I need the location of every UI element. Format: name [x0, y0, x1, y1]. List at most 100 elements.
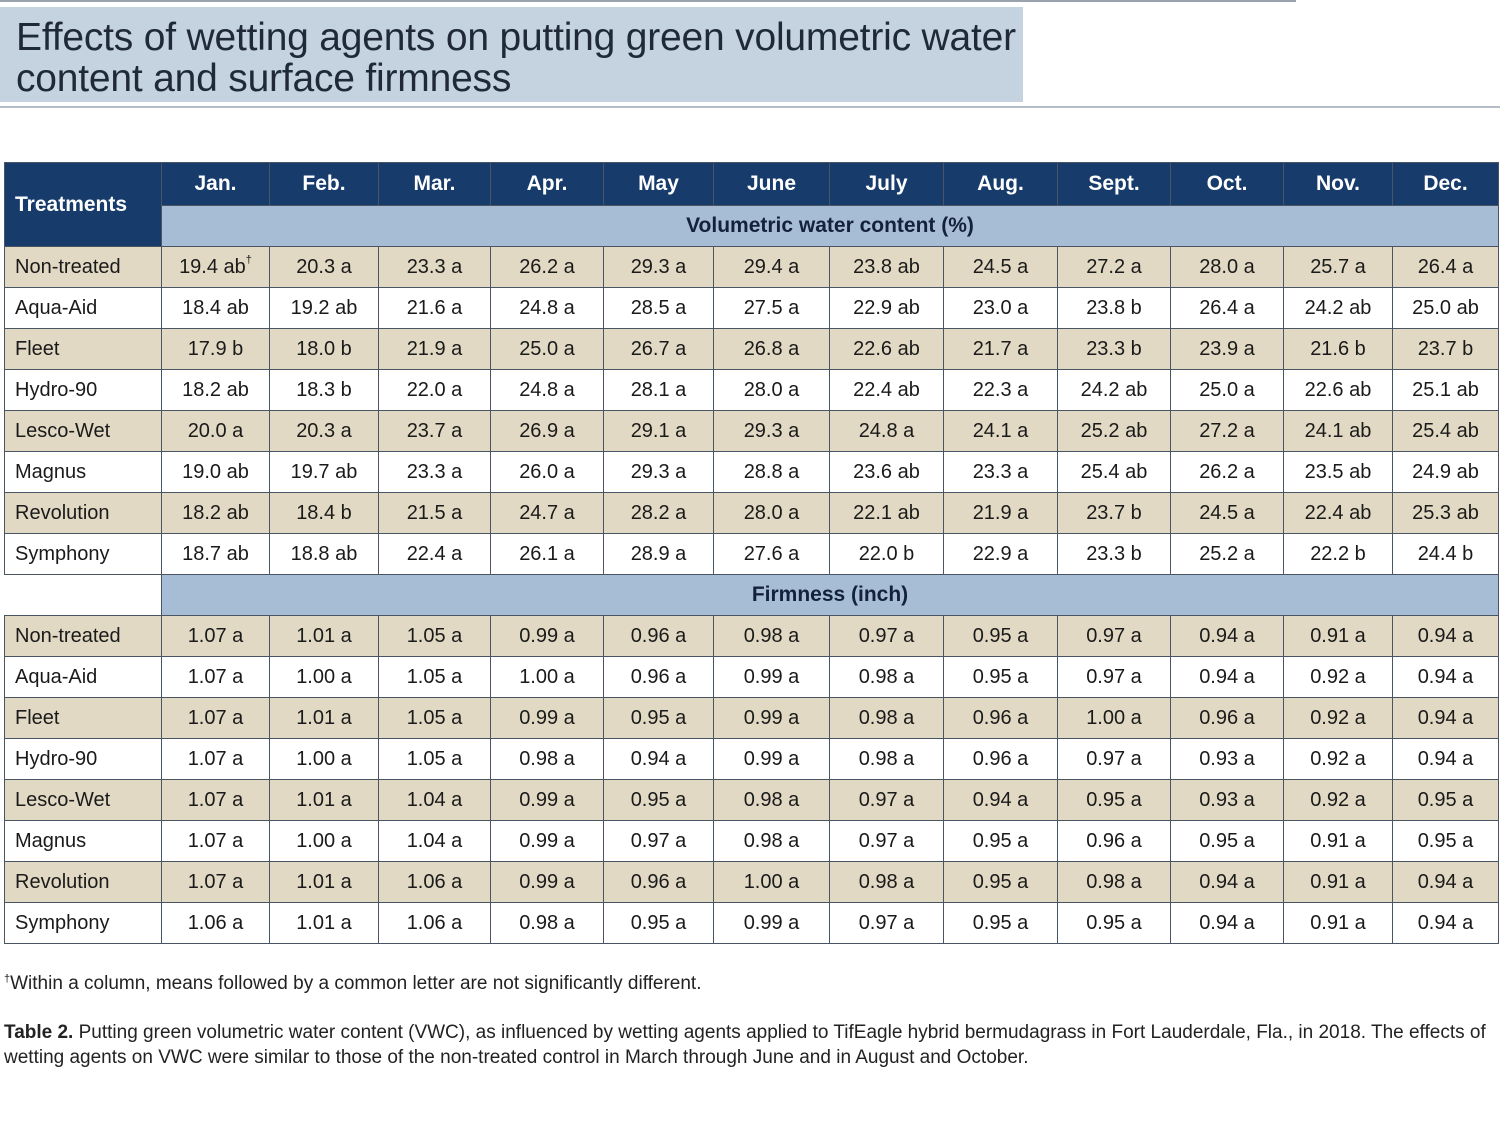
treatment-name: Non-treated — [4, 246, 162, 288]
vwc-cell: 22.1 ab — [829, 492, 944, 534]
vwc-cell: 27.2 a — [1057, 246, 1171, 288]
firmness-value: 0.98 a — [858, 870, 915, 893]
vwc-value: 18.3 b — [296, 378, 352, 401]
vwc-value: 23.8 ab — [853, 255, 920, 278]
top-rule — [0, 0, 1296, 2]
firmness-value: 1.07 a — [187, 747, 244, 770]
firmness-value: 0.94 a — [972, 788, 1029, 811]
vwc-value: 27.2 a — [1199, 419, 1255, 442]
vwc-value: 23.3 b — [1086, 542, 1142, 565]
firmness-value: 1.05 a — [406, 665, 463, 688]
vwc-row: Hydro-90 18.2 ab 18.3 b 22.0 a 24.8 a 28.1 a 2… — [4, 369, 1499, 411]
vwc-value: 24.5 a — [1199, 501, 1255, 524]
vwc-cell: 28.8 a — [713, 451, 830, 493]
firmness-cell: 0.91 a — [1283, 902, 1393, 944]
firmness-cell: 0.96 a — [943, 697, 1058, 739]
firmness-value: 0.95 a — [1086, 911, 1142, 934]
firmness-value: 0.96 a — [630, 624, 687, 647]
vwc-cell: 26.7 a — [603, 328, 714, 370]
vwc-cell: 23.8 ab — [829, 246, 944, 288]
firmness-cell: 0.98 a — [1057, 861, 1171, 903]
results-table: Treatments Jan. Feb. Mar. Apr. May June July Au… — [4, 162, 1499, 944]
firmness-cell: 0.98 a — [829, 697, 944, 739]
firmness-value: 1.07 a — [187, 870, 244, 893]
firmness-cell: 0.95 a — [603, 779, 714, 821]
vwc-value: 21.7 a — [972, 337, 1029, 360]
treatment-name: Hydro-90 — [4, 369, 162, 411]
firmness-value: 0.91 a — [1310, 870, 1366, 893]
firmness-cell: 1.06 a — [161, 902, 270, 944]
firmness-value: 0.95 a — [1086, 788, 1142, 811]
firmness-value: 0.91 a — [1310, 829, 1366, 852]
vwc-value: 27.2 a — [1086, 255, 1142, 278]
vwc-cell: 28.0 a — [713, 492, 830, 534]
firmness-value: 0.99 a — [519, 788, 575, 811]
vwc-cell: 21.9 a — [378, 328, 491, 370]
vwc-cell: 20.3 a — [269, 410, 379, 452]
firmness-cell: 1.00 a — [269, 820, 379, 862]
vwc-cell: 24.9 ab — [1392, 451, 1499, 493]
vwc-cell: 22.0 a — [378, 369, 491, 411]
vwc-cell: 27.6 a — [713, 533, 830, 575]
vwc-cell: 22.2 b — [1283, 533, 1393, 575]
firmness-value: 0.99 a — [519, 829, 575, 852]
treatment-name: Revolution — [4, 492, 162, 534]
treatment-name: Lesco-Wet — [4, 410, 162, 452]
vwc-value: 25.0 a — [1199, 378, 1255, 401]
firmness-cell: 0.98 a — [829, 738, 944, 780]
firmness-cell: 0.95 a — [943, 615, 1058, 657]
firmness-value: 1.01 a — [296, 870, 352, 893]
vwc-cell: 22.9 a — [943, 533, 1058, 575]
treatment-name: Aqua-Aid — [4, 287, 162, 329]
vwc-value: 23.7 a — [406, 419, 463, 442]
firmness-cell: 0.95 a — [1170, 820, 1284, 862]
firmness-cell: 0.95 a — [1057, 902, 1171, 944]
treatment-name: Revolution — [4, 861, 162, 903]
firmness-value: 0.99 a — [743, 706, 800, 729]
vwc-cell: 19.4 ab† — [161, 246, 270, 288]
vwc-cell: 23.3 b — [1057, 328, 1171, 370]
firmness-cell: 1.07 a — [161, 779, 270, 821]
treatment-name: Fleet — [4, 697, 162, 739]
firmness-header-spacer — [4, 574, 162, 616]
firmness-value: 0.92 a — [1310, 747, 1366, 770]
vwc-value: 22.9 ab — [853, 296, 920, 319]
firmness-cell: 0.97 a — [1057, 615, 1171, 657]
firmness-cell: 0.95 a — [1392, 820, 1499, 862]
vwc-value: 19.2 ab — [290, 296, 358, 319]
vwc-value: 22.0 a — [406, 378, 463, 401]
vwc-cell: 27.5 a — [713, 287, 830, 329]
month-header: Dec. — [1392, 162, 1499, 206]
vwc-cell: 26.4 a — [1392, 246, 1499, 288]
vwc-cell: 24.5 a — [943, 246, 1058, 288]
firmness-cell: 0.96 a — [603, 656, 714, 698]
firmness-cell: 0.97 a — [829, 779, 944, 821]
firmness-cell: 0.98 a — [490, 738, 604, 780]
treatment-name: Magnus — [4, 820, 162, 862]
vwc-value: 23.5 ab — [1304, 460, 1372, 483]
firmness-value: 0.97 a — [858, 911, 915, 934]
vwc-value: 21.9 a — [972, 501, 1029, 524]
vwc-cell: 22.0 b — [829, 533, 944, 575]
firmness-cell: 0.93 a — [1170, 738, 1284, 780]
firmness-cell: 0.94 a — [1170, 902, 1284, 944]
vwc-value: 22.6 ab — [853, 337, 920, 360]
treatment-name: Magnus — [4, 451, 162, 493]
firmness-value: 0.96 a — [630, 665, 687, 688]
vwc-cell: 21.9 a — [943, 492, 1058, 534]
firmness-cell: 0.96 a — [603, 615, 714, 657]
vwc-cell: 22.4 a — [378, 533, 491, 575]
vwc-value: 25.0 ab — [1412, 296, 1479, 319]
vwc-value: 19.0 ab — [182, 460, 249, 483]
vwc-value: 23.8 b — [1086, 296, 1142, 319]
firmness-value: 0.95 a — [972, 870, 1029, 893]
vwc-value: 21.6 a — [406, 296, 463, 319]
vwc-value: 22.3 a — [972, 378, 1029, 401]
firmness-value: 1.01 a — [296, 706, 352, 729]
vwc-value: 26.7 a — [630, 337, 687, 360]
firmness-cell: 1.00 a — [1057, 697, 1171, 739]
firmness-cell: 0.99 a — [490, 861, 604, 903]
vwc-value: 19.7 ab — [290, 460, 358, 483]
firmness-cell: 0.92 a — [1283, 697, 1393, 739]
firmness-value: 0.94 a — [1199, 911, 1255, 934]
